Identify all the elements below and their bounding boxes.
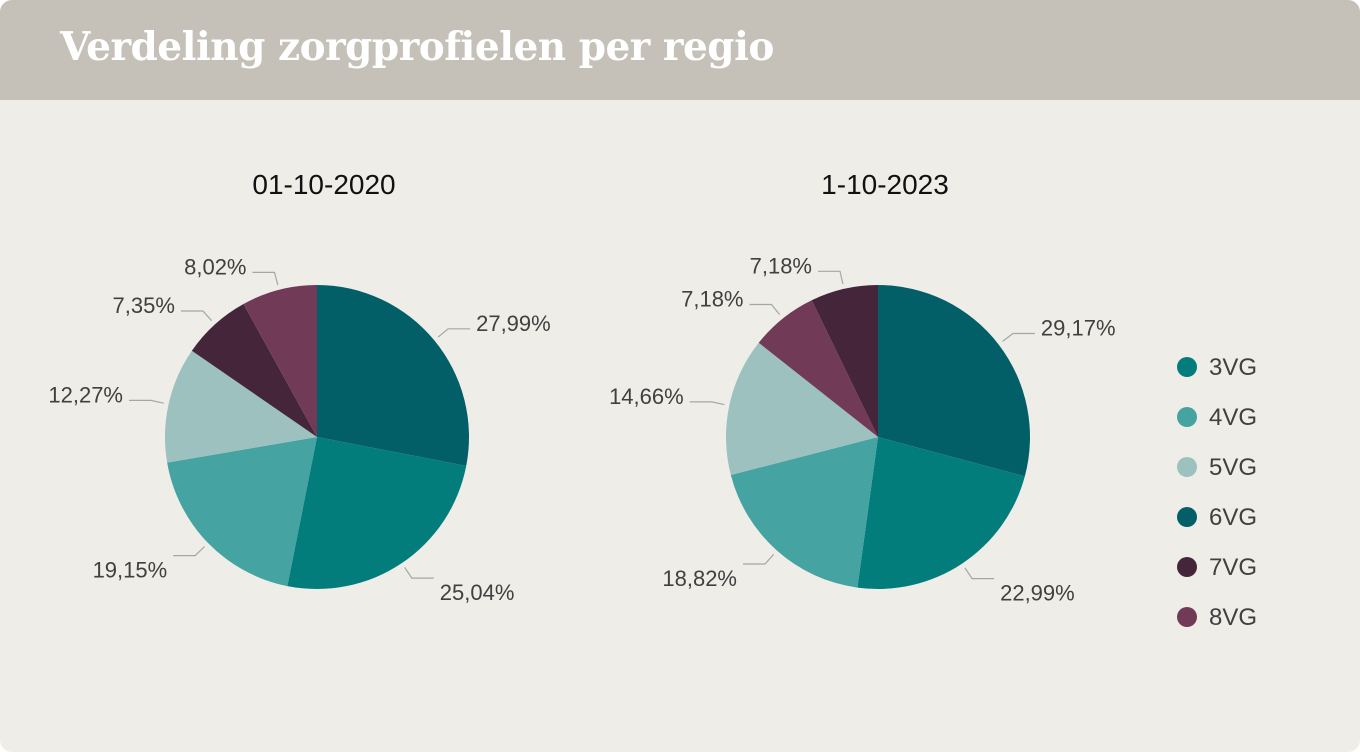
- legend: 3VG 4VG 5VG 6VG 7VG 8VG: [1177, 354, 1257, 631]
- pie-chart-1: 01-10-2020 27,99% 25,04% 19,15% 12,27% 7,35% 8…: [48, 169, 550, 605]
- leader-line: [689, 401, 725, 406]
- data-label: 7,35%: [113, 293, 175, 318]
- legend-item-7vg: 7VG: [1177, 554, 1257, 581]
- data-label: 19,15%: [93, 558, 168, 583]
- title-banner: Verdeling zorgprofielen per regio: [0, 0, 1360, 100]
- pie-slice-8vg: [758, 300, 878, 437]
- leader-line: [1002, 332, 1035, 342]
- legend-label: 4VG: [1209, 404, 1257, 431]
- data-label: 22,99%: [1000, 581, 1075, 606]
- pie-slice-5vg: [725, 342, 878, 475]
- data-label: 29,17%: [1041, 316, 1116, 341]
- pie-slice-8vg: [243, 285, 317, 437]
- leader-line: [180, 310, 213, 322]
- pie-slice-3vg: [287, 437, 467, 590]
- pie-slice-6vg: [317, 285, 469, 466]
- legend-label: 7VG: [1209, 554, 1257, 581]
- pie-slice-3vg: [857, 437, 1025, 589]
- legend-item-5vg: 5VG: [1177, 454, 1257, 481]
- data-label: 18,82%: [662, 566, 737, 591]
- data-label: 14,66%: [609, 384, 684, 409]
- pie-slice-4vg: [730, 437, 878, 588]
- pie-chart-2: 1-10-2023 29,17% 22,99% 18,82% 14,66% 7,18% 7,…: [609, 169, 1115, 606]
- legend-marker: [1177, 407, 1197, 427]
- legend-label: 3VG: [1209, 354, 1257, 381]
- data-label: 12,27%: [48, 382, 123, 407]
- data-label: 27,99%: [476, 311, 551, 336]
- leader-line: [129, 399, 164, 404]
- leader-line: [437, 328, 471, 338]
- leader-line: [404, 566, 434, 579]
- legend-marker: [1177, 607, 1197, 627]
- leader-line: [252, 271, 279, 286]
- leader-line: [173, 546, 205, 557]
- legend-item-8vg: 8VG: [1177, 604, 1257, 631]
- pie-slice-7vg: [191, 303, 317, 437]
- legend-marker: [1177, 507, 1197, 527]
- legend-label: 6VG: [1209, 504, 1257, 531]
- legend-label: 8VG: [1209, 604, 1257, 631]
- pie-title: 01-10-2020: [252, 169, 395, 200]
- pie-slice-4vg: [167, 437, 317, 587]
- leader-line: [818, 270, 844, 285]
- leader-line: [964, 567, 995, 580]
- legend-marker: [1177, 457, 1197, 477]
- leader-line: [743, 553, 775, 565]
- legend-item-3vg: 3VG: [1177, 354, 1257, 381]
- legend-item-6vg: 6VG: [1177, 504, 1257, 531]
- data-label: 25,04%: [440, 580, 515, 605]
- legend-item-4vg: 4VG: [1177, 404, 1257, 431]
- pie-title: 1-10-2023: [821, 169, 949, 200]
- pie-slice-7vg: [811, 285, 878, 437]
- data-label: 7,18%: [681, 287, 743, 312]
- leader-line: [749, 303, 781, 315]
- pie-slice-6vg: [878, 285, 1030, 477]
- pie-slice-5vg: [165, 350, 317, 463]
- page-title: Verdeling zorgprofielen per regio: [60, 24, 774, 70]
- legend-marker: [1177, 557, 1197, 577]
- legend-marker: [1177, 357, 1197, 377]
- legend-label: 5VG: [1209, 454, 1257, 481]
- data-label: 7,18%: [750, 253, 812, 278]
- data-label: 8,02%: [184, 254, 246, 279]
